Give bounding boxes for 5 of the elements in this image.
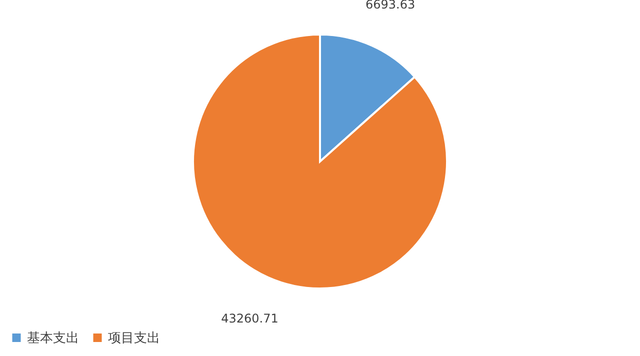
- data-label: 6693.63: [365, 0, 416, 12]
- legend-label: 项目支出: [108, 330, 160, 346]
- legend-label: 基本支出: [27, 330, 79, 346]
- data-label: 43260.71: [221, 311, 278, 326]
- pie-slice: [192, 34, 448, 290]
